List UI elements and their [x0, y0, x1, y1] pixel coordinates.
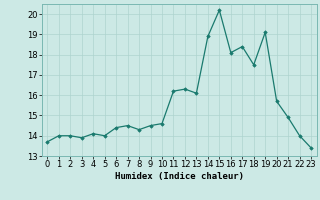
X-axis label: Humidex (Indice chaleur): Humidex (Indice chaleur): [115, 172, 244, 181]
